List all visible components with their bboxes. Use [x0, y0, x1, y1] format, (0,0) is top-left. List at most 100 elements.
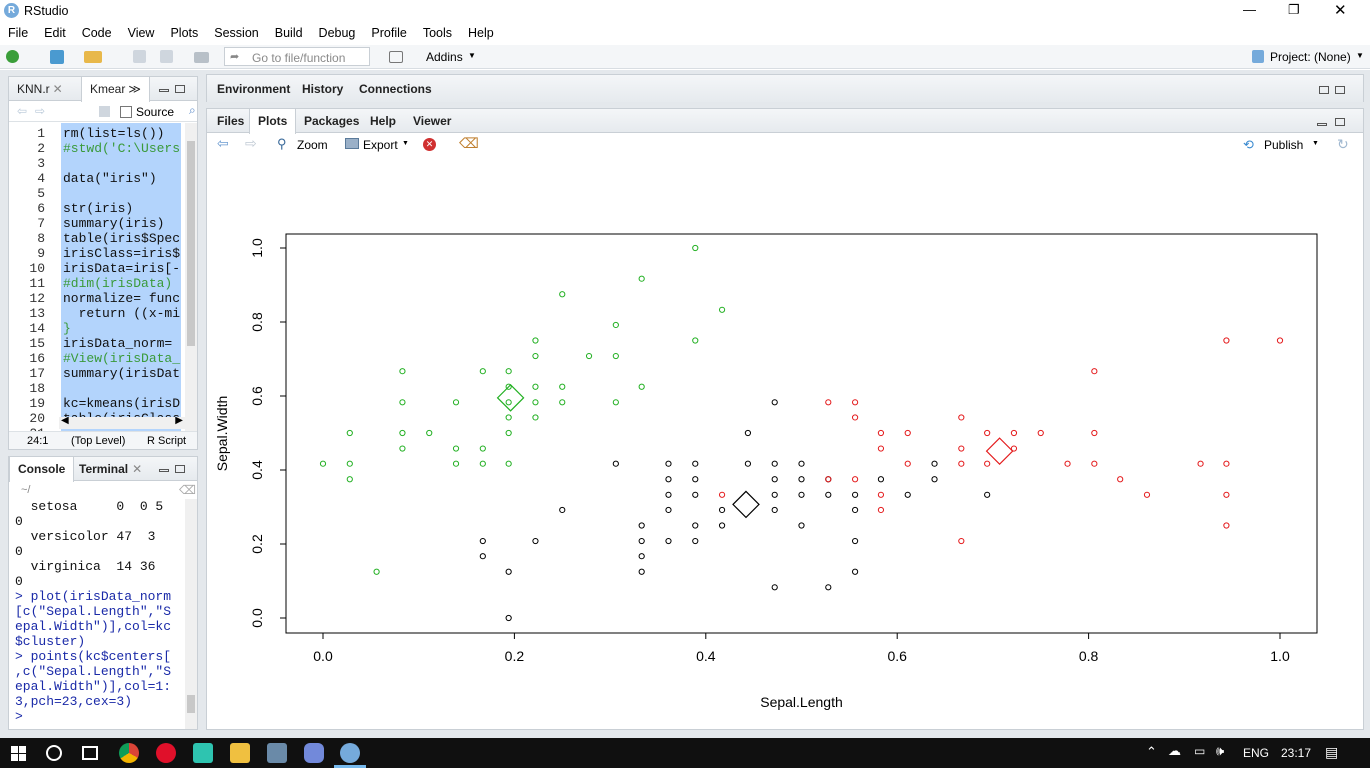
minimize-pane-icon[interactable]	[159, 469, 169, 472]
scope-indicator[interactable]: (Top Level)	[71, 435, 126, 447]
data-point-cluster-1	[825, 584, 832, 591]
maximize-button[interactable]: ❐	[1288, 2, 1300, 17]
windows-start-icon[interactable]	[11, 746, 26, 761]
data-point-cluster-3	[718, 306, 726, 313]
export-button[interactable]: Export	[363, 138, 398, 152]
tab-viewer[interactable]: Viewer	[413, 114, 452, 128]
clear-plots-broom-icon[interactable]: ⌫	[459, 135, 479, 151]
addins-menu[interactable]: Addins	[426, 50, 463, 64]
menu-tools[interactable]: Tools	[422, 26, 453, 40]
editor-vscrollbar[interactable]	[185, 123, 197, 431]
menu-view[interactable]: View	[127, 26, 155, 40]
publish-button[interactable]: Publish	[1264, 138, 1304, 152]
zoom-button[interactable]: Zoom	[297, 138, 328, 152]
show-hidden-icons-icon[interactable]: ⌃	[1146, 744, 1157, 759]
tab-help[interactable]: Help	[370, 114, 397, 128]
scroll-thumb[interactable]	[187, 141, 195, 346]
data-point-cluster-2	[877, 506, 885, 514]
menu-session[interactable]: Session	[214, 26, 259, 40]
chrome-icon[interactable]	[119, 743, 139, 763]
restore-pane-icon-2[interactable]	[1335, 86, 1345, 94]
line-number: 1	[37, 126, 45, 141]
discord-icon[interactable]	[304, 743, 324, 763]
app-icon[interactable]	[193, 743, 213, 763]
new-file-icon[interactable]	[6, 50, 19, 63]
remove-plot-icon[interactable]: ✕	[423, 138, 436, 151]
onedrive-cloud-icon[interactable]: ☁	[1168, 743, 1181, 758]
save-icon[interactable]	[99, 106, 110, 117]
menu-profile[interactable]: Profile	[371, 26, 407, 40]
clock[interactable]: 23:17	[1281, 746, 1312, 760]
console-scrollbar[interactable]	[185, 499, 197, 729]
notifications-icon[interactable]: ▤	[1325, 744, 1339, 760]
search-circle-icon[interactable]	[46, 745, 62, 761]
tab-files[interactable]: Files	[217, 114, 245, 128]
open-folder-icon[interactable]	[84, 51, 102, 63]
tab-packages[interactable]: Packages	[304, 114, 360, 128]
maximize-pane-icon[interactable]	[175, 465, 185, 473]
minimize-button[interactable]: —	[1243, 2, 1256, 17]
menu-build[interactable]: Build	[274, 26, 303, 40]
menu-file[interactable]: File	[8, 26, 29, 40]
restore-pane-icon[interactable]	[1319, 86, 1329, 94]
rstudio-taskbar-icon[interactable]	[340, 743, 360, 763]
opera-icon[interactable]	[156, 743, 176, 763]
broom-icon[interactable]: ⌫	[179, 483, 196, 497]
code-line: 14}	[9, 321, 184, 336]
maximize-pane-icon[interactable]	[175, 85, 185, 93]
tab-console[interactable]: Console	[9, 457, 75, 482]
close-icon[interactable]: ✕	[132, 462, 143, 476]
minimize-pane-icon[interactable]	[1317, 123, 1327, 126]
tab-history[interactable]: History	[302, 82, 344, 96]
back-arrow-icon[interactable]: ⇦	[217, 135, 229, 151]
menu-edit[interactable]: Edit	[44, 26, 66, 40]
tab-environment[interactable]: Environment	[217, 82, 291, 96]
scroll-thumb[interactable]	[187, 695, 195, 713]
data-point-cluster-1	[665, 537, 672, 545]
file-explorer-icon[interactable]	[230, 743, 250, 763]
data-point-cluster-2	[1064, 460, 1071, 467]
data-point-cluster-3	[479, 460, 486, 467]
source-on-save-checkbox[interactable]	[120, 106, 132, 118]
network-icon[interactable]: ▭	[1194, 744, 1206, 758]
tab-connections[interactable]: Connections	[359, 82, 432, 96]
scroll-right-icon[interactable]: ▶	[175, 415, 183, 426]
language-indicator[interactable]: ENG	[1243, 746, 1270, 760]
file-type[interactable]: R Script	[147, 435, 187, 447]
refresh-icon[interactable]: ↻	[1337, 136, 1349, 152]
forward-arrow-icon[interactable]: ⇨	[245, 135, 257, 151]
goto-file-input[interactable]: ➦ Go to file/function	[224, 47, 370, 66]
back-arrow-icon[interactable]: ⇦	[17, 104, 28, 118]
overflow-icon[interactable]: ≫	[128, 82, 141, 96]
scroll-left-icon[interactable]: ◀	[61, 415, 69, 426]
close-icon[interactable]: ✕	[52, 82, 63, 96]
photos-icon[interactable]	[267, 743, 287, 763]
menu-plots[interactable]: Plots	[170, 26, 199, 40]
new-project-icon[interactable]	[50, 50, 64, 64]
tab-knn[interactable]: KNN.r ✕	[17, 82, 63, 96]
grid-layout-icon[interactable]	[389, 51, 403, 63]
print-icon[interactable]	[194, 52, 209, 63]
save-icon[interactable]	[133, 50, 146, 63]
tab-terminal[interactable]: Terminal ✕	[79, 462, 143, 476]
menu-help[interactable]: Help	[468, 26, 494, 40]
code-line: 21	[9, 426, 184, 431]
search-icon[interactable]: ⌕	[189, 103, 196, 117]
code-editor[interactable]: 1 rm(list=ls()) 2 #stwd('C:\Users 3 4 data("ir…	[9, 123, 184, 431]
editor-hscrollbar[interactable]: ◀ ▶	[59, 415, 185, 429]
menu-debug[interactable]: Debug	[318, 26, 356, 40]
maximize-pane-icon[interactable]	[1335, 118, 1345, 126]
tab-kmeans[interactable]: Kmear ≫	[81, 77, 150, 102]
volume-icon[interactable]: 🕪	[1216, 743, 1225, 758]
forward-arrow-icon[interactable]: ⇨	[35, 104, 46, 118]
tab-plots[interactable]: Plots	[249, 109, 297, 134]
project-menu[interactable]: Project: (None)	[1270, 50, 1351, 64]
close-button[interactable]: ✕	[1334, 2, 1347, 19]
data-point-cluster-2	[1037, 429, 1044, 437]
menu-code[interactable]: Code	[81, 26, 112, 40]
task-view-icon[interactable]	[82, 746, 98, 760]
save-all-icon[interactable]	[160, 50, 173, 63]
code-line: 13 return ((x-mi	[9, 306, 184, 321]
minimize-pane-icon[interactable]	[159, 89, 169, 92]
